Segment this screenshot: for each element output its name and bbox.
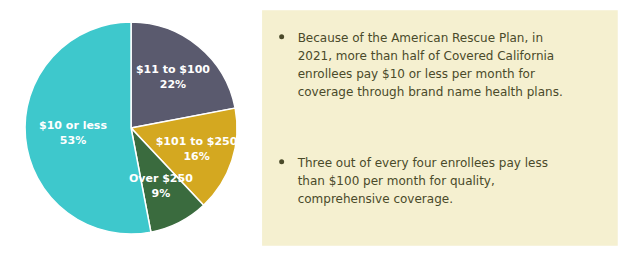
slice-labels: $11 to $100 22% $101 to $250 16% Over $250 9%… [39, 63, 238, 200]
bullet [279, 159, 284, 164]
slice-category-label: $10 or less [39, 119, 107, 132]
annotation: Because of the American Rescue Plan, in2… [298, 31, 563, 99]
slice-value-label: 22% [160, 78, 186, 91]
slice-category-label: $11 to $100 [136, 63, 210, 76]
slice-category-label: $101 to $250 [156, 135, 238, 148]
slice-value-label: 53% [60, 134, 86, 147]
chart: $11 to $100 22% $101 to $250 16% Over $250 9%… [0, 0, 624, 256]
text-box-background [262, 10, 618, 246]
text-box: Because of the American Rescue Plan, in2… [262, 10, 618, 246]
slice-value-label: 16% [183, 150, 209, 163]
bullet [279, 34, 284, 39]
pie-slice [25, 22, 151, 234]
slice-category-label: Over $250 [129, 172, 193, 185]
annotation: Three out of every four enrollees pay le… [297, 156, 548, 206]
pie [25, 22, 237, 234]
slice-value-label: 9% [152, 187, 171, 200]
